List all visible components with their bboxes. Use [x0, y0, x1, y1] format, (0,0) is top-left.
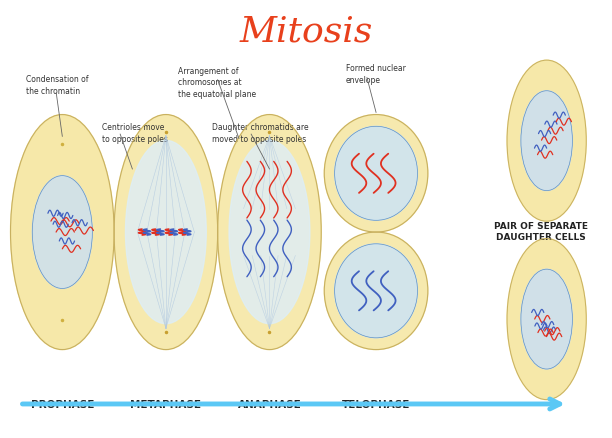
Ellipse shape [114, 115, 218, 350]
Text: Condensation of
the chromatin: Condensation of the chromatin [26, 75, 88, 96]
Text: Centrioles move
to opposite poles: Centrioles move to opposite poles [102, 123, 168, 144]
Ellipse shape [507, 239, 586, 399]
Text: Daughter chromatids are
moved to opposite poles: Daughter chromatids are moved to opposit… [212, 123, 308, 144]
Ellipse shape [229, 141, 310, 324]
FancyArrowPatch shape [23, 399, 560, 409]
Ellipse shape [218, 115, 321, 350]
Ellipse shape [324, 232, 428, 350]
Ellipse shape [521, 91, 572, 191]
Text: METAPHASE: METAPHASE [130, 400, 201, 410]
Text: Arrangement of
chromosomes at
the equatorial plane: Arrangement of chromosomes at the equato… [178, 67, 256, 99]
Text: ANAPHASE: ANAPHASE [237, 400, 301, 410]
Ellipse shape [32, 176, 92, 289]
Ellipse shape [521, 269, 572, 369]
Text: TELOPHASE: TELOPHASE [342, 400, 410, 410]
Text: PAIR OF SEPARATE
DAUGHTER CELLS: PAIR OF SEPARATE DAUGHTER CELLS [493, 223, 588, 242]
Ellipse shape [335, 126, 417, 220]
Ellipse shape [324, 115, 428, 232]
Text: Formed nuclear
envelope: Formed nuclear envelope [346, 64, 406, 85]
Text: PROPHASE: PROPHASE [31, 400, 94, 410]
Ellipse shape [125, 141, 206, 324]
Ellipse shape [10, 115, 114, 350]
Ellipse shape [507, 60, 586, 221]
Text: Mitosis: Mitosis [239, 15, 373, 49]
Ellipse shape [335, 244, 417, 338]
